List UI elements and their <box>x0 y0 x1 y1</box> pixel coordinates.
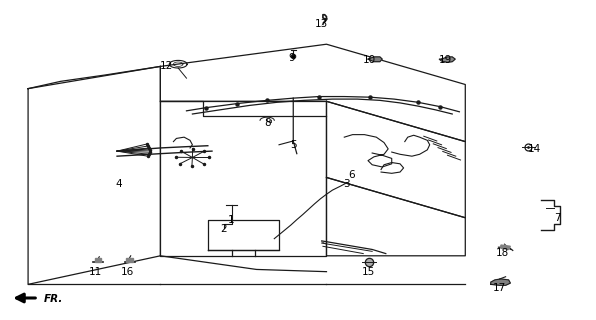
Polygon shape <box>491 279 510 285</box>
Text: 3: 3 <box>343 179 350 189</box>
Text: 9: 9 <box>288 53 296 63</box>
Text: 10: 10 <box>362 55 375 65</box>
Polygon shape <box>439 57 455 62</box>
Text: 5: 5 <box>290 140 297 150</box>
Polygon shape <box>160 44 465 142</box>
Polygon shape <box>501 245 510 250</box>
Polygon shape <box>28 67 160 284</box>
Text: 13: 13 <box>315 19 328 28</box>
Text: 1: 1 <box>228 215 235 225</box>
Text: 17: 17 <box>493 283 507 292</box>
Polygon shape <box>95 258 101 262</box>
Text: 8: 8 <box>264 117 271 128</box>
Text: 15: 15 <box>361 267 375 277</box>
Polygon shape <box>368 57 382 62</box>
Text: 11: 11 <box>88 267 102 277</box>
Polygon shape <box>160 101 327 256</box>
Text: 7: 7 <box>554 213 561 223</box>
Text: 19: 19 <box>439 55 452 65</box>
Polygon shape <box>327 178 465 256</box>
Text: 16: 16 <box>120 267 134 277</box>
Text: 4: 4 <box>116 179 122 189</box>
Text: 14: 14 <box>527 144 541 154</box>
Text: FR.: FR. <box>44 294 64 304</box>
Polygon shape <box>327 101 465 218</box>
Text: 2: 2 <box>221 224 227 234</box>
Polygon shape <box>126 258 133 262</box>
Text: 18: 18 <box>496 248 510 258</box>
Text: 12: 12 <box>160 61 173 71</box>
Text: 6: 6 <box>348 170 355 180</box>
